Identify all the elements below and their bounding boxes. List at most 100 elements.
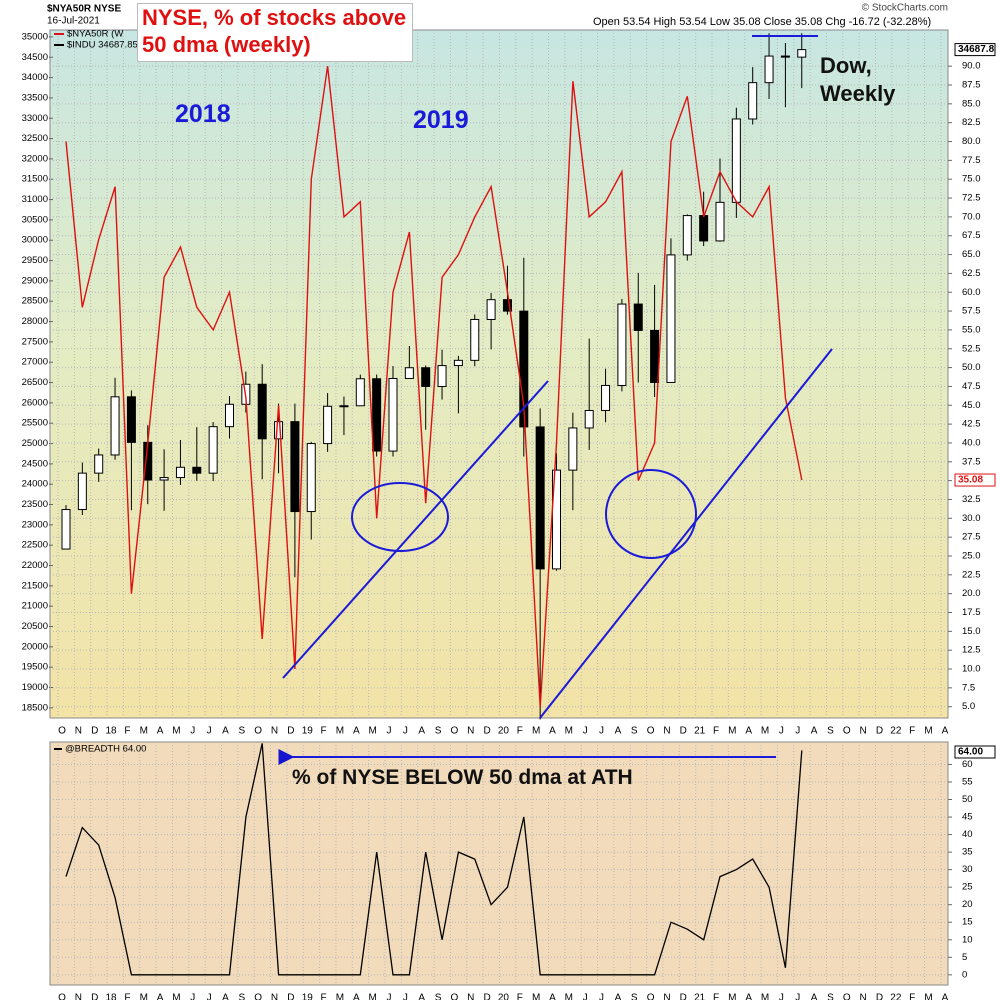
x-tick-label: 18 (105, 993, 117, 1000)
candle-body (192, 466, 202, 474)
x-tick-label: F (517, 726, 523, 737)
y-tick-label: 26500 (22, 377, 48, 388)
candle-body (94, 454, 104, 474)
x-tick-label: D (91, 726, 98, 737)
y2-tick-label: 15.0 (962, 626, 981, 637)
x-tick-label: D (483, 726, 490, 737)
last-value-tag (954, 473, 996, 487)
y-tick-label: 35000 (22, 31, 48, 42)
x-tick-label: J (190, 726, 195, 737)
x-tick-label: M (336, 993, 344, 1000)
y-tick-label: 22000 (22, 560, 48, 571)
candle-body (682, 215, 692, 256)
x-tick-label: 20 (498, 993, 510, 1000)
x-tick-label: O (254, 726, 262, 737)
x-tick-label: J (779, 726, 784, 737)
y2-tick-label: 85.0 (962, 98, 981, 109)
x-tick-label: A (353, 993, 360, 1000)
y-tick-label: 45 (962, 812, 973, 823)
candle-body (731, 118, 741, 203)
x-tick-label: N (860, 726, 867, 737)
x-tick-label: 18 (105, 726, 117, 737)
candle-body (388, 377, 398, 452)
candle-body (780, 55, 790, 58)
x-tick-label: M (924, 993, 932, 1000)
y-tick-label: 21500 (22, 580, 48, 591)
y2-tick-label: 65.0 (962, 249, 981, 260)
x-tick-label: D (287, 993, 294, 1000)
candle-body (519, 310, 529, 428)
x-tick-label: N (663, 993, 670, 1000)
y-tick-label: 34000 (22, 72, 48, 83)
x-tick-label: J (583, 993, 588, 1000)
x-tick-label: S (827, 726, 834, 737)
candle-body (274, 421, 284, 440)
candle-body (77, 472, 87, 511)
x-tick-label: D (876, 726, 883, 737)
x-tick-label: M (140, 993, 148, 1000)
y-tick-label: 20500 (22, 621, 48, 632)
candle-body (257, 383, 267, 440)
x-tick-label: O (254, 993, 262, 1000)
x-tick-label: A (157, 993, 164, 1000)
annotation: 2019 (413, 106, 469, 134)
y-tick-label: 10 (962, 934, 973, 945)
x-tick-label: D (91, 993, 98, 1000)
y2-tick-label: 10.0 (962, 664, 981, 675)
candle-body (797, 49, 807, 58)
y-tick-label: 0 (962, 969, 967, 980)
y-tick-label: 32000 (22, 153, 48, 164)
y2-tick-label: 32.5 (962, 494, 981, 505)
candle-body (159, 477, 169, 481)
x-tick-label: M (728, 726, 736, 737)
y2-tick-label: 62.5 (962, 268, 981, 279)
y-tick-label: 5 (962, 952, 967, 963)
x-tick-label: 19 (302, 993, 314, 1000)
x-tick-label: M (565, 993, 573, 1000)
y2-tick-label: 72.5 (962, 193, 981, 204)
candle-body (421, 367, 431, 387)
x-tick-label: M (761, 993, 769, 1000)
x-tick-label: D (483, 993, 490, 1000)
candle-body (617, 303, 627, 386)
x-tick-label: F (909, 726, 915, 737)
trend-line (539, 348, 833, 719)
drawings (278, 35, 833, 765)
y-tick-label: 19000 (22, 682, 48, 693)
x-tick-label: M (532, 993, 540, 1000)
y-tick-label: 33000 (22, 113, 48, 124)
y2-tick-label: 25.0 (962, 551, 981, 562)
x-tick-label: A (942, 993, 949, 1000)
y-tick-label: 20000 (22, 641, 48, 652)
x-tick-label: N (75, 993, 82, 1000)
credit: © StockCharts.com (862, 3, 948, 14)
y2-tick-label: 40.0 (962, 437, 981, 448)
y2-tick-label: 77.5 (962, 155, 981, 166)
candle-body (110, 396, 120, 456)
x-tick-label: A (615, 726, 622, 737)
y2-tick-label: 30.0 (962, 513, 981, 524)
candle-body (552, 469, 561, 570)
x-tick-label: A (811, 993, 818, 1000)
candle-body (601, 384, 611, 411)
x-tick-label: M (368, 993, 376, 1000)
y-tick-label: 26000 (22, 397, 48, 408)
x-tick-label: S (239, 993, 246, 1000)
x-tick-label: N (467, 993, 474, 1000)
y-tick-label: 30 (962, 864, 973, 875)
y-tick-label: 29500 (22, 255, 48, 266)
x-tick-label: S (239, 726, 246, 737)
candle-body (323, 405, 333, 445)
y-tick-label: 35 (962, 847, 973, 858)
y2-tick-label: 55.0 (962, 324, 981, 335)
x-tick-label: N (467, 726, 474, 737)
x-tick-label: D (287, 726, 294, 737)
x-tick-label: A (549, 993, 556, 1000)
x-tick-label: A (222, 726, 229, 737)
annotation: % of NYSE BELOW 50 dma at ATH (292, 766, 633, 789)
x-tick-label: M (336, 726, 344, 737)
date: 16-Jul-2021 (47, 16, 100, 27)
y2-tick-label: 52.5 (962, 343, 981, 354)
y-tick-label: 27500 (22, 336, 48, 347)
